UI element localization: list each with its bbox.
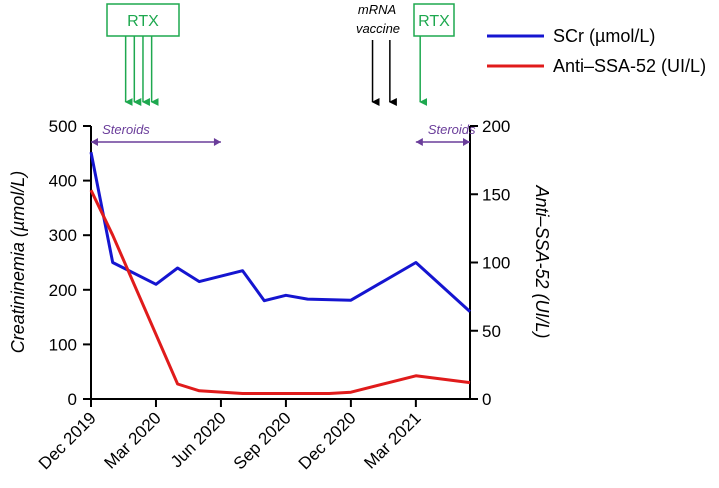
steroid-arrowhead-left xyxy=(91,138,98,146)
vaccine-label-line2: vaccine xyxy=(356,21,400,36)
legend-label-scr: SCr (µmol/L) xyxy=(553,26,655,46)
series-anti-ssa52-line xyxy=(89,189,471,395)
right-tick-label: 150 xyxy=(482,185,510,204)
left-y-ticks: 0 100 200 300 400 500 xyxy=(49,117,91,409)
left-tick-label: 0 xyxy=(68,390,77,409)
legend-label-ssa: Anti–SSA-52 (UI/L) xyxy=(553,56,706,76)
series-scr-line xyxy=(89,151,472,313)
x-tick-label: Jun 2020 xyxy=(167,408,230,471)
left-axis-title: Creatininemia (µmol/L) xyxy=(8,171,28,353)
left-tick-label: 400 xyxy=(49,172,77,191)
steroid-ranges: Steroids Steroids xyxy=(91,122,476,146)
left-tick-label: 200 xyxy=(49,281,77,300)
right-tick-label: 0 xyxy=(482,390,491,409)
right-tick-label: 50 xyxy=(482,322,501,341)
x-ticks: Dec 2019 Mar 2020 Jun 2020 Sep 2020 Dec 2020… xyxy=(35,399,425,473)
x-tick-label: Dec 2020 xyxy=(295,408,360,473)
steroid-label: Steroids xyxy=(102,122,150,137)
annotation-arrows xyxy=(124,36,428,106)
right-y-ticks: 0 50 100 150 200 xyxy=(470,117,510,409)
steroid-arrowhead-right xyxy=(213,138,221,146)
steroid-label: Steroids xyxy=(428,122,476,137)
right-tick-label: 200 xyxy=(482,117,510,136)
annotation-layer: RTX RTX mRNA vaccine Steroids Steroids xyxy=(91,2,476,146)
left-tick-label: 100 xyxy=(49,335,77,354)
rtx-box-2 xyxy=(413,3,455,37)
rtx-label-2: RTX xyxy=(418,13,450,30)
right-tick-label: 100 xyxy=(482,254,510,273)
x-tick-label: Dec 2019 xyxy=(35,408,100,473)
left-tick-label: 300 xyxy=(49,226,77,245)
steroid-arrowhead-right xyxy=(463,138,470,146)
x-tick-label: Mar 2021 xyxy=(360,408,424,472)
series-layer xyxy=(89,151,472,395)
rtx-label-1: RTX xyxy=(127,13,159,30)
steroid-arrowhead-left xyxy=(415,138,423,146)
legend: SCr (µmol/L) Anti–SSA-52 (UI/L) xyxy=(487,26,706,76)
left-tick-label: 500 xyxy=(49,117,77,136)
x-tick-label: Mar 2020 xyxy=(101,408,165,472)
x-tick-label: Sep 2020 xyxy=(230,408,295,473)
vaccine-label-line1: mRNA xyxy=(358,2,396,17)
right-axis-title: Anti–SSA-52 (UI/L) xyxy=(532,184,552,338)
